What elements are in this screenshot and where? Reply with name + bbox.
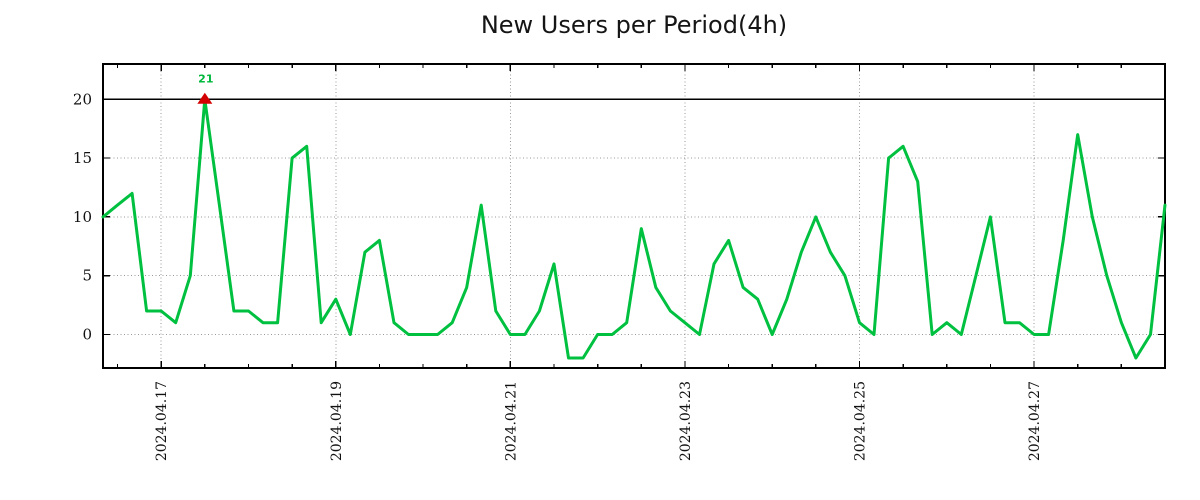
max-point-marker-triangle-icon <box>197 92 213 104</box>
y-tick-label-0: 0 <box>82 325 92 343</box>
y-tick-label-5: 5 <box>82 267 92 285</box>
max-point-label: 21 <box>198 72 213 85</box>
series-layer <box>101 97 1167 360</box>
x-tick-label-2024.04.17: 2024.04.17 <box>154 381 170 461</box>
annotation-layer: 21 <box>197 72 213 104</box>
y-tick-label-10: 10 <box>73 208 92 226</box>
x-tick-label-2024.04.25: 2024.04.25 <box>852 381 868 461</box>
x-tick-label-2024.04.23: 2024.04.23 <box>678 381 694 461</box>
axes-layer: 0 5 10 15 20 2024.04.17 2024.04.19 2024.04.21 20… <box>73 63 1166 461</box>
series-line-new-users <box>101 97 1167 360</box>
y-tick-label-20: 20 <box>73 90 92 108</box>
x-tick-label-2024.04.21: 2024.04.21 <box>503 381 519 461</box>
x-tick-label-2024.04.27: 2024.04.27 <box>1027 381 1043 461</box>
chart-title: New Users per Period(4h) <box>481 11 787 39</box>
x-tick-label-2024.04.19: 2024.04.19 <box>329 381 345 461</box>
y-tick-label-15: 15 <box>73 149 92 167</box>
